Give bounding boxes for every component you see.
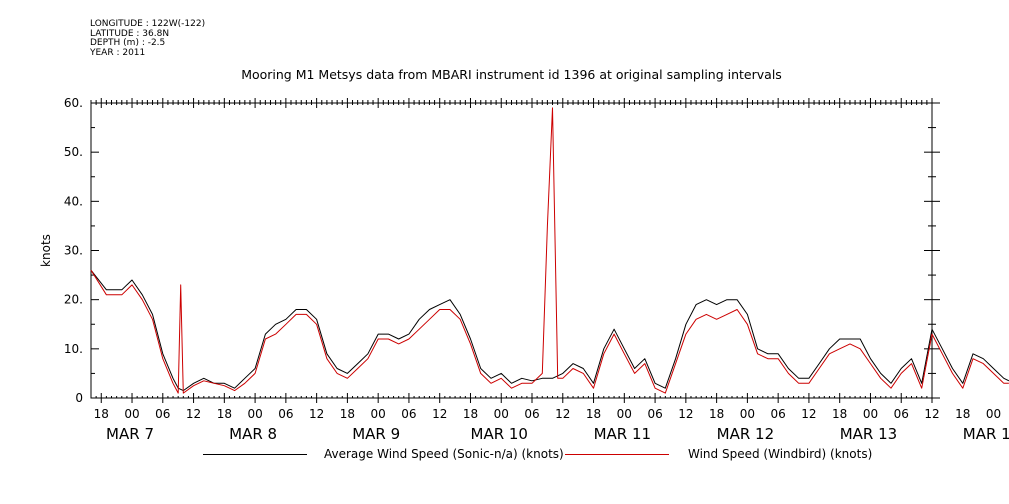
x-hour-tick-label: 12 xyxy=(186,407,201,421)
x-hour-tick-label: 18 xyxy=(832,407,847,421)
x-hour-tick-label: 00 xyxy=(247,407,262,421)
x-date-label: MAR 11 xyxy=(594,425,651,443)
x-hour-tick-label: 18 xyxy=(955,407,970,421)
x-hour-tick-label: 00 xyxy=(494,407,509,421)
x-hour-tick-label: 06 xyxy=(524,407,539,421)
x-hour-tick-label: 00 xyxy=(863,407,878,421)
x-date-label: MAR 8 xyxy=(229,425,277,443)
chart-title: Mooring M1 Metsys data from MBARI instru… xyxy=(241,67,782,82)
x-hour-tick-label: 06 xyxy=(155,407,170,421)
x-hour-tick-label: 18 xyxy=(709,407,724,421)
x-hour-tick-label: 18 xyxy=(463,407,478,421)
x-hour-tick-label: 06 xyxy=(401,407,416,421)
x-hour-tick-label: 18 xyxy=(217,407,232,421)
legend-label-windbird: Wind Speed (Windbird) (knots) xyxy=(688,447,873,461)
x-date-label: MAR 7 xyxy=(106,425,154,443)
series-average-wind-line xyxy=(90,269,1009,392)
x-hour-tick-label: 12 xyxy=(555,407,570,421)
x-hour-tick-label: 12 xyxy=(309,407,324,421)
x-hour-tick-label: 12 xyxy=(924,407,939,421)
x-hour-tick-label: 00 xyxy=(124,407,139,421)
latitude-text: LATITUDE : 36.8N xyxy=(90,28,170,39)
plot-frame xyxy=(90,102,933,399)
y-tick-label: 0 xyxy=(75,391,83,405)
depth-text: DEPTH (m) : -2.5 xyxy=(90,38,166,48)
axis-labels: 0 10. 20. 30. 40. 50. 60. 18 00 06 12 18 00 06 12 18 00 0… xyxy=(39,96,1009,443)
y-tick-label: 10. xyxy=(64,342,83,356)
series-layer xyxy=(90,107,1009,394)
y-tick-label: 50. xyxy=(64,145,83,159)
y-tick-label: 60. xyxy=(64,96,83,110)
x-date-label: MAR 10 xyxy=(471,425,528,443)
x-hour-tick-label: 00 xyxy=(371,407,386,421)
x-date-label: MAR 13 xyxy=(840,425,897,443)
y-axis-title: knots xyxy=(39,234,53,267)
series-windbird-line xyxy=(90,107,1009,394)
legend-swatch-windbird xyxy=(565,454,669,455)
x-hour-tick-label: 06 xyxy=(771,407,786,421)
x-hour-tick-label: 12 xyxy=(432,407,447,421)
axis-ticks xyxy=(90,98,940,403)
legend-swatch-average xyxy=(203,454,307,455)
x-date-label: MAR 14 xyxy=(963,425,1009,443)
metadata-block: LONGITUDE : 122W(-122) LATITUDE : 36.8N … xyxy=(90,19,206,58)
x-hour-tick-label: 00 xyxy=(617,407,632,421)
x-hour-tick-label: 18 xyxy=(94,407,109,421)
x-date-label: MAR 12 xyxy=(717,425,774,443)
y-tick-label: 40. xyxy=(64,194,83,208)
x-hour-tick-label: 12 xyxy=(678,407,693,421)
y-tick-label: 20. xyxy=(64,293,83,307)
y-tick-label: 30. xyxy=(64,244,83,258)
x-hour-tick-label: 12 xyxy=(801,407,816,421)
x-hour-tick-label: 18 xyxy=(340,407,355,421)
x-hour-tick-label: 00 xyxy=(986,407,1001,421)
longitude-text: LONGITUDE : 122W(-122) xyxy=(90,19,206,29)
year-text: YEAR : 2011 xyxy=(90,47,146,58)
x-hour-tick-label: 06 xyxy=(647,407,662,421)
legend-label-average: Average Wind Speed (Sonic-n/a) (knots) xyxy=(324,447,564,461)
x-hour-tick-label: 06 xyxy=(278,407,293,421)
x-date-label: MAR 9 xyxy=(352,425,400,443)
x-hour-tick-label: 18 xyxy=(586,407,601,421)
x-hour-tick-label: 00 xyxy=(740,407,755,421)
x-hour-tick-label: 06 xyxy=(894,407,909,421)
